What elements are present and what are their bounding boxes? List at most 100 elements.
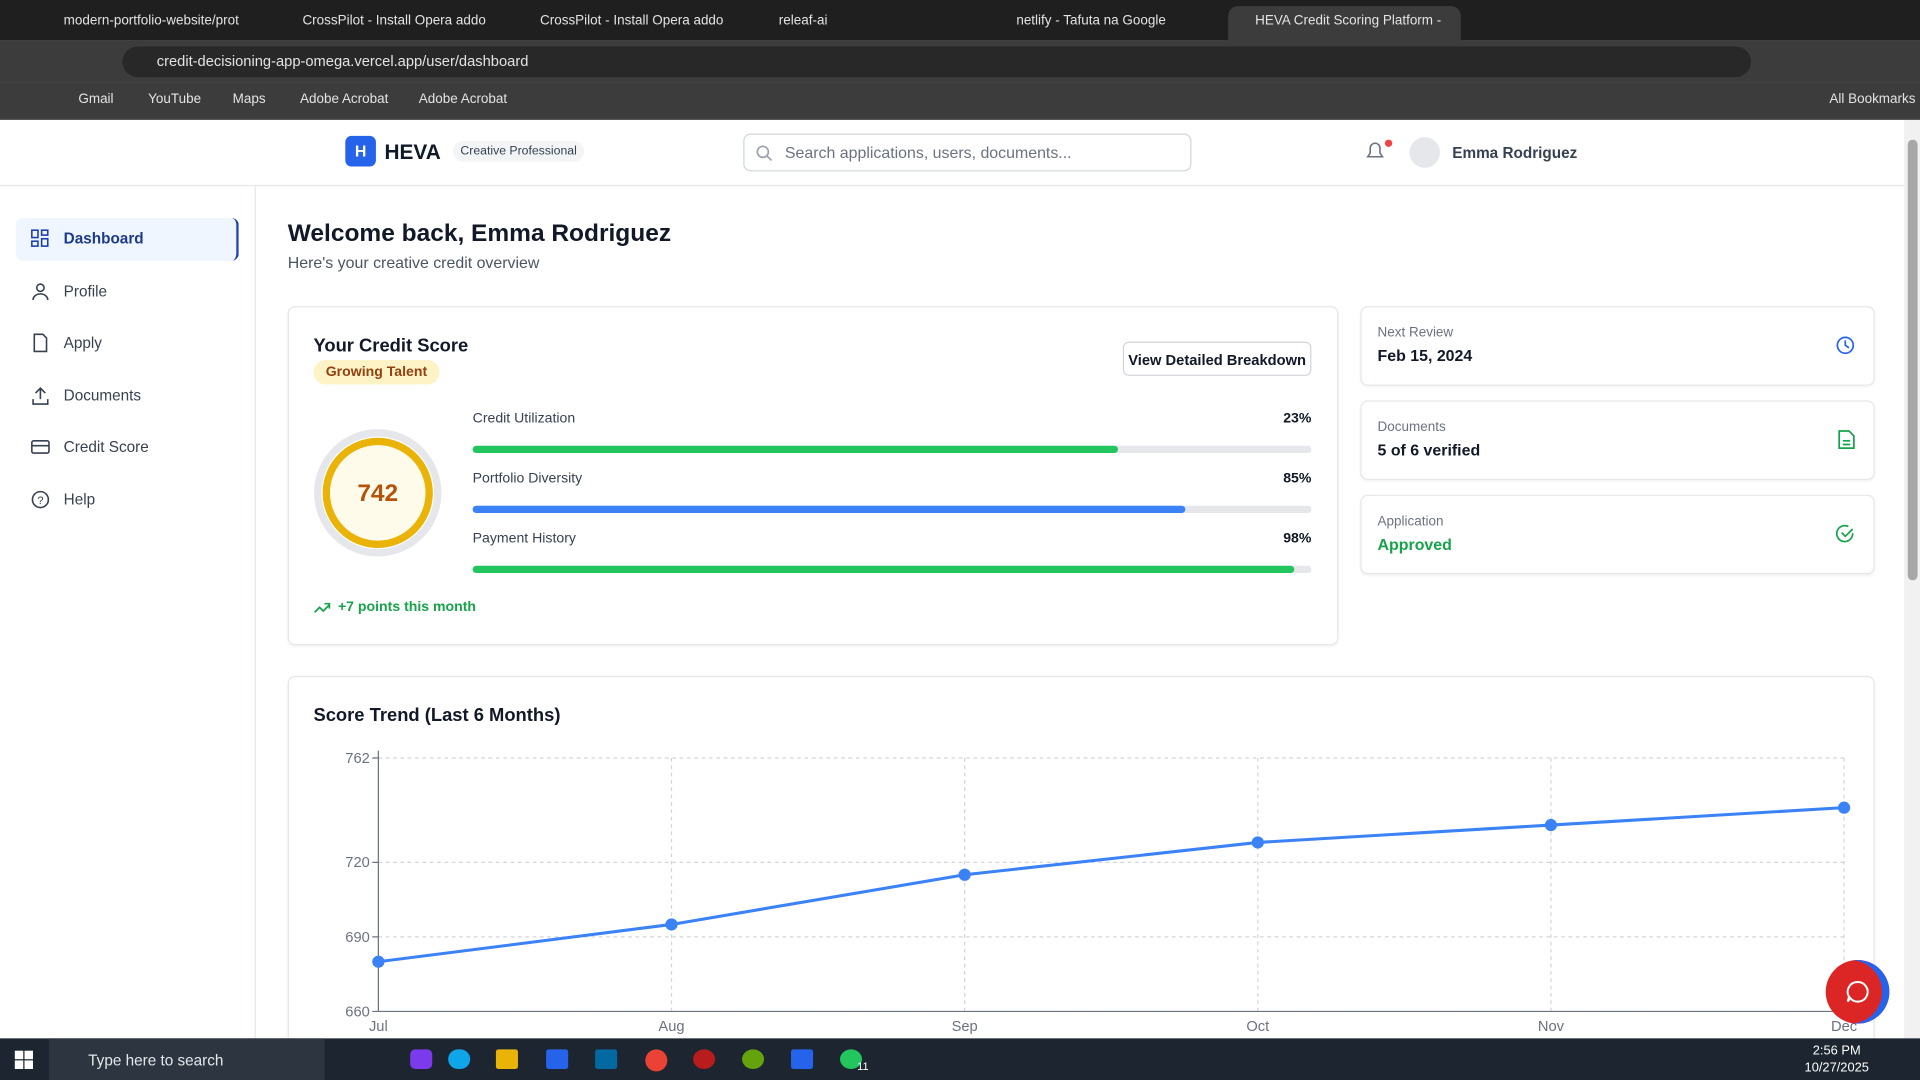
chat-button[interactable] <box>1826 960 1890 1024</box>
badge: Creative Professional <box>453 141 584 162</box>
nav-item[interactable]: Documents <box>16 375 239 418</box>
point <box>1545 819 1557 831</box>
status-value: Approved <box>1378 535 1452 553</box>
credit-card: Your Credit Score Growing Talent View De… <box>288 306 1339 645</box>
score: 742 <box>357 480 398 507</box>
tab[interactable]: netlify - Tafuta na Google <box>989 6 1222 40</box>
x-tick-label: Oct <box>1246 1019 1269 1035</box>
scrollbar-thumb[interactable] <box>1908 140 1918 581</box>
metric-bar <box>473 506 1186 513</box>
nav-item[interactable]: Apply <box>16 322 239 365</box>
point <box>1838 802 1850 814</box>
app-badge: 11 <box>857 1060 868 1072</box>
point <box>372 956 384 968</box>
taskbar-search-text: Type here to search <box>88 1052 223 1069</box>
bookmark[interactable]: Maps <box>233 92 266 107</box>
app-icon[interactable] <box>742 1049 764 1069</box>
check-icon <box>1836 524 1856 544</box>
y-tick-label: 660 <box>345 1004 370 1020</box>
status-label: Next Review <box>1378 326 1454 341</box>
x-tick-label: Aug <box>658 1019 684 1035</box>
breakdown-button[interactable]: View Detailed Breakdown <box>1123 342 1312 376</box>
page: H HEVA Creative Professional Search appl… <box>0 120 1904 1038</box>
x-tick-label: Sep <box>952 1019 978 1035</box>
app-icon[interactable] <box>546 1049 568 1069</box>
y-tick-label: 720 <box>345 855 370 871</box>
app-icon[interactable] <box>410 1049 432 1069</box>
welcome-title: Welcome back, Emma Rodriguez <box>288 220 671 248</box>
tab[interactable]: releaf-ai <box>752 6 985 40</box>
nav-item[interactable]: Credit Score <box>16 426 239 469</box>
header: H HEVA Creative Professional Search appl… <box>0 120 1904 186</box>
metric-value: 98% <box>1189 531 1311 546</box>
metric-bar <box>473 566 1295 573</box>
app-icon[interactable] <box>595 1049 617 1069</box>
clock-icon <box>1836 336 1856 356</box>
search-icon <box>756 144 773 161</box>
app-icon[interactable] <box>496 1049 518 1069</box>
svg-text:?: ? <box>37 495 43 507</box>
bookmark[interactable]: All Bookmarks <box>1829 92 1915 107</box>
nav-label: Documents <box>64 387 141 404</box>
brand[interactable]: HEVA <box>384 141 440 165</box>
start-button[interactable] <box>15 1051 33 1069</box>
metric-name: Payment History <box>473 531 576 546</box>
nav-label: Help <box>64 491 95 508</box>
bookmark[interactable]: Gmail <box>78 92 113 107</box>
metric-value: 23% <box>1189 411 1311 426</box>
point <box>959 869 971 881</box>
y-tick-label: 690 <box>345 930 370 946</box>
nav-item[interactable]: Profile <box>16 271 239 314</box>
status-card: Next Review Feb 15, 2024 <box>1360 306 1874 386</box>
welcome-subtitle: Here's your creative credit overview <box>288 253 540 271</box>
app-icon[interactable] <box>693 1049 715 1069</box>
avatar[interactable] <box>1409 137 1440 168</box>
status-label: Application <box>1378 514 1444 529</box>
sidebar: Dashboard Profile Apply Documents Credit… <box>0 186 256 1038</box>
bookmark[interactable]: Adobe Acrobat <box>300 92 388 107</box>
trend-icon <box>313 601 330 613</box>
logo[interactable]: H <box>345 136 376 167</box>
status-value: Feb 15, 2024 <box>1378 347 1473 365</box>
status-card: Documents 5 of 6 verified <box>1360 400 1874 480</box>
metric-name: Credit Utilization <box>473 411 576 426</box>
nav-item[interactable]: ? Help <box>16 479 239 522</box>
metric-value: 85% <box>1189 471 1311 486</box>
metric-bar <box>473 446 1119 453</box>
y-tick-label: 762 <box>345 751 370 767</box>
app-icon[interactable] <box>448 1049 470 1069</box>
nav-label: Dashboard <box>64 230 144 247</box>
line <box>378 808 1844 962</box>
tier-badge: Growing Talent <box>313 360 439 384</box>
app-icon[interactable] <box>645 1049 667 1071</box>
status-card: Application Approved <box>1360 495 1874 575</box>
chat-icon <box>1845 980 1869 1004</box>
taskbar: Type here to search 11 2:56 PM 10/27/202… <box>0 1038 1920 1080</box>
url[interactable]: credit-decisioning-app-omega.vercel.app/… <box>122 47 1751 78</box>
clock-date: 10/27/2025 <box>1800 1060 1873 1075</box>
tab[interactable]: CrossPilot - Install Opera addo <box>513 6 746 40</box>
x-tick-label: Jul <box>369 1019 388 1035</box>
nav-label: Credit Score <box>64 438 149 455</box>
line-chart: 660690720762JulAugSepOctNovDec <box>289 677 1873 1038</box>
point <box>1252 836 1264 848</box>
bookmark[interactable]: Adobe Acrobat <box>419 92 507 107</box>
nav-item[interactable]: Dashboard <box>16 218 239 261</box>
card-title: Your Credit Score <box>313 336 468 357</box>
x-tick-label: Nov <box>1538 1019 1565 1035</box>
tab[interactable]: modern-portfolio-website/prot <box>37 6 270 40</box>
bookmark[interactable]: YouTube <box>148 92 201 107</box>
user-name[interactable]: Emma Rodriguez <box>1452 144 1577 161</box>
score-ring: 742 <box>313 429 442 558</box>
bookmarks-bar <box>0 82 1920 120</box>
bell[interactable] <box>1364 140 1393 164</box>
app-icon[interactable] <box>791 1049 813 1069</box>
tab[interactable]: CrossPilot - Install Opera addo <box>276 6 509 40</box>
status-value: 5 of 6 verified <box>1378 441 1481 459</box>
search-placeholder: Search applications, users, documents... <box>785 143 1072 161</box>
tab[interactable]: HEVA Credit Scoring Platform - <box>1228 6 1461 40</box>
trend-text: +7 points this month <box>338 600 476 615</box>
status-label: Documents <box>1378 420 1446 435</box>
trend-card: Score Trend (Last 6 Months) 660690720762… <box>288 676 1875 1038</box>
